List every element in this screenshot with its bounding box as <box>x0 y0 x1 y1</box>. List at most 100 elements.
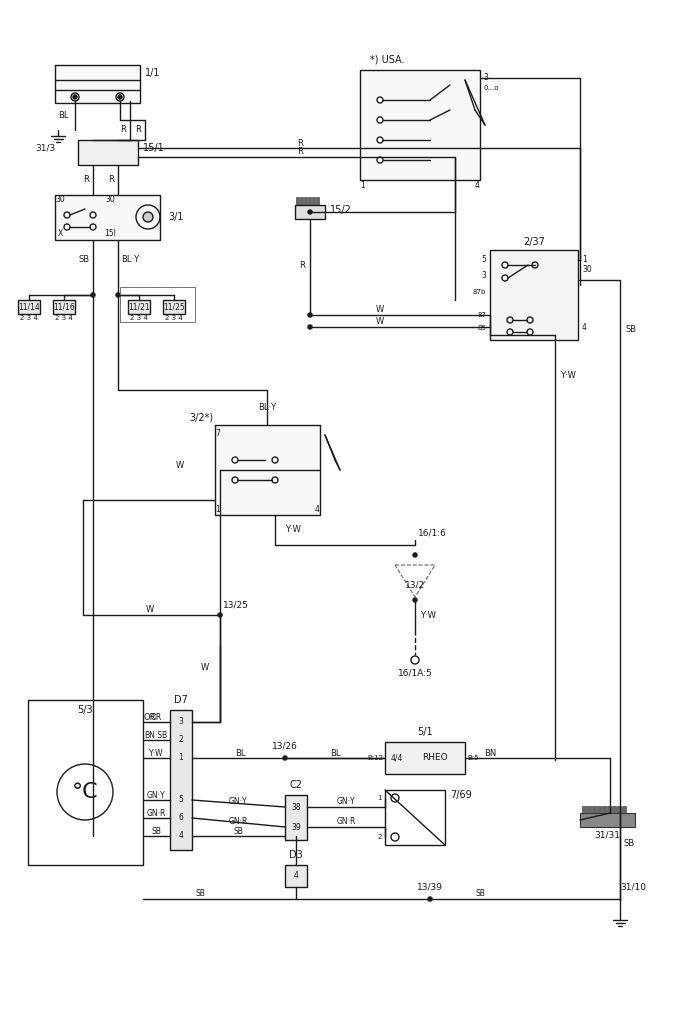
Bar <box>580 813 635 827</box>
Bar <box>304 197 307 205</box>
Text: 7: 7 <box>216 428 220 437</box>
Text: 3: 3 <box>481 270 486 280</box>
Bar <box>602 806 606 813</box>
Circle shape <box>412 597 418 602</box>
Text: GN·R: GN·R <box>146 809 166 817</box>
Bar <box>490 250 578 340</box>
Bar <box>312 197 315 205</box>
Text: BL·Y: BL·Y <box>121 256 139 264</box>
Bar <box>55 65 140 103</box>
Text: 2 3 4: 2 3 4 <box>20 315 38 321</box>
Text: 1: 1 <box>178 754 183 763</box>
Bar <box>582 806 586 813</box>
Text: GN·Y: GN·Y <box>147 791 166 800</box>
Text: R: R <box>297 138 303 147</box>
Bar <box>296 197 299 205</box>
Bar <box>170 710 192 850</box>
Text: W: W <box>146 605 154 614</box>
Text: W: W <box>176 461 184 469</box>
Bar <box>607 806 611 813</box>
Text: 11/25: 11/25 <box>163 302 185 311</box>
Text: GN·Y: GN·Y <box>228 798 247 807</box>
Text: BL: BL <box>330 749 340 758</box>
Text: 5: 5 <box>481 256 486 264</box>
Text: 39: 39 <box>291 822 301 831</box>
Text: 1: 1 <box>360 180 365 189</box>
Circle shape <box>283 756 287 761</box>
Text: RHEO: RHEO <box>422 754 448 763</box>
Circle shape <box>308 312 312 317</box>
Text: Y·W: Y·W <box>285 525 301 535</box>
Text: 30: 30 <box>582 265 592 274</box>
Text: 2/37: 2/37 <box>523 237 545 247</box>
Text: 5/3: 5/3 <box>77 705 93 715</box>
Text: 2: 2 <box>378 834 382 840</box>
Text: 4: 4 <box>475 180 479 189</box>
Text: B:5: B:5 <box>467 755 479 761</box>
Text: X: X <box>57 228 63 238</box>
Bar <box>53 300 75 314</box>
Circle shape <box>143 212 153 222</box>
Text: 31/3: 31/3 <box>35 143 55 153</box>
Bar <box>316 197 319 205</box>
Text: SB: SB <box>151 826 161 836</box>
Bar <box>285 865 307 887</box>
Bar <box>617 806 621 813</box>
Bar <box>308 197 311 205</box>
Text: 4: 4 <box>582 324 587 333</box>
Text: 30: 30 <box>105 196 115 205</box>
Circle shape <box>412 553 418 557</box>
Text: OR: OR <box>150 713 162 722</box>
Bar <box>300 197 303 205</box>
Text: GN·Y: GN·Y <box>337 798 356 807</box>
Text: °C: °C <box>72 782 98 802</box>
Text: R: R <box>83 175 89 184</box>
Text: Y·W: Y·W <box>560 371 576 380</box>
Bar <box>360 70 480 180</box>
Circle shape <box>91 293 95 298</box>
Text: SB: SB <box>623 839 634 848</box>
Text: 15I: 15I <box>104 228 116 238</box>
Bar <box>597 806 601 813</box>
Bar <box>285 795 307 840</box>
Text: 3: 3 <box>178 718 183 726</box>
Text: 3/1: 3/1 <box>168 212 183 222</box>
Text: 85: 85 <box>477 325 486 331</box>
Text: 4: 4 <box>293 871 298 881</box>
Bar <box>18 300 40 314</box>
Text: BL: BL <box>57 111 68 120</box>
Text: 4/4: 4/4 <box>391 754 403 763</box>
Text: SB: SB <box>233 826 243 836</box>
Text: 15/1: 15/1 <box>143 143 165 153</box>
Bar <box>28 700 143 865</box>
Text: D7: D7 <box>174 695 188 705</box>
Text: OR: OR <box>144 713 156 722</box>
Text: 4: 4 <box>314 506 320 514</box>
Text: *) USA.: *) USA. <box>370 55 404 65</box>
Text: 1: 1 <box>377 795 382 801</box>
Text: SB: SB <box>78 256 89 264</box>
Text: 31/31: 31/31 <box>594 830 620 840</box>
Bar <box>622 806 626 813</box>
Bar <box>120 287 195 322</box>
Text: 2 3 4: 2 3 4 <box>55 315 73 321</box>
Text: Y·W: Y·W <box>149 749 163 758</box>
Text: 5: 5 <box>178 796 183 805</box>
Text: 1: 1 <box>582 256 587 264</box>
Text: 13/2: 13/2 <box>405 581 425 590</box>
Text: 1: 1 <box>216 506 220 514</box>
Text: 13/26: 13/26 <box>272 741 298 751</box>
Text: BL: BL <box>235 749 245 758</box>
Text: W: W <box>376 305 384 314</box>
Bar <box>295 205 325 219</box>
Text: 15/2: 15/2 <box>330 205 352 215</box>
Text: SB: SB <box>195 890 205 898</box>
Bar <box>587 806 591 813</box>
Text: R: R <box>299 260 305 269</box>
Text: 3: 3 <box>483 74 488 83</box>
Text: 11/21: 11/21 <box>128 302 150 311</box>
Circle shape <box>118 94 122 99</box>
Bar <box>385 742 465 774</box>
Text: 2 3 4: 2 3 4 <box>165 315 183 321</box>
Text: 11/16: 11/16 <box>53 302 75 311</box>
